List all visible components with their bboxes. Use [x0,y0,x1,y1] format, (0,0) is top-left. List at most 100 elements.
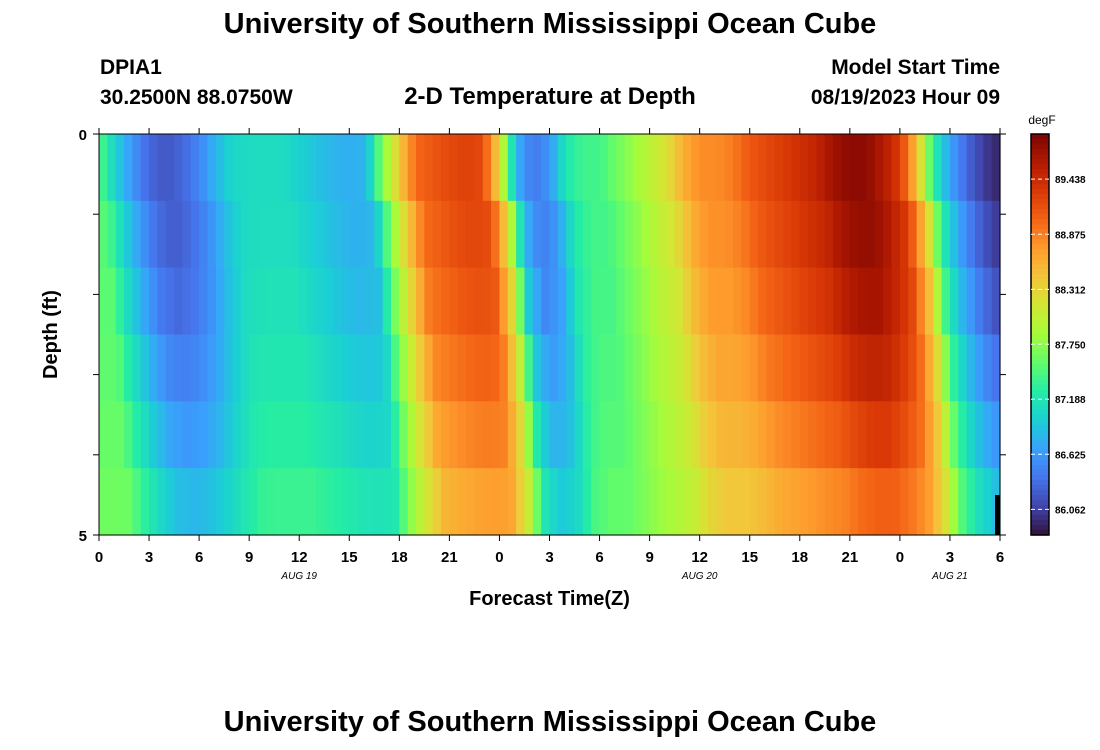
heatmap-cell [666,200,676,269]
heatmap-cell [908,267,918,336]
heatmap-cell [624,267,634,336]
heatmap-cell [299,401,309,469]
heatmap-cell [174,401,184,469]
heatmap-cell [232,267,242,336]
heatmap-cell [682,134,692,202]
heatmap-cell [891,401,901,469]
colorbar-segment [1031,324,1049,331]
heatmap-cell [249,134,259,202]
heatmap-cell [499,134,509,202]
heatmap-cell [357,334,367,402]
heatmap-cell [874,200,884,269]
heatmap-cell [390,267,400,336]
heatmap-cell [816,334,826,402]
heatmap-cell [424,468,434,536]
heatmap-cell [599,334,609,402]
heatmap-cell [132,401,142,469]
heatmap-cell [307,468,317,536]
heatmap-cell [532,200,542,269]
heatmap-cell [99,334,108,402]
heatmap-cell [991,401,1001,469]
heatmap-cell [99,134,108,202]
heatmap-cell [666,401,676,469]
heatmap-cell [249,468,259,536]
heatmap-cell [991,134,1001,202]
heatmap-cell [374,267,384,336]
heatmap-cell [240,468,250,536]
colorbar-segment [1031,349,1049,356]
heatmap-cell [174,134,184,202]
heatmap-cell [516,334,526,402]
x-tick-label: 12 [291,549,308,566]
heatmap-cell [532,401,542,469]
heatmap-cell [224,468,234,536]
heatmap-cell [841,334,851,402]
heatmap-cell [983,401,993,469]
colorbar-segment [1031,419,1049,426]
heatmap-cell [958,267,968,336]
heatmap-cell [340,334,350,402]
heatmap-cell [107,134,117,202]
x-tick-label: 18 [791,549,808,566]
heatmap-cell [582,134,592,202]
heatmap-cell [574,200,584,269]
colorbar-segment [1031,529,1049,536]
heatmap-cell [107,334,117,402]
heatmap-cell [883,267,893,336]
heatmap-cell [749,267,759,336]
heatmap-cell [632,200,642,269]
heatmap-cell [674,134,684,202]
heatmap-cell [182,267,192,336]
heatmap-cell [299,468,309,536]
heatmap-cell [841,267,851,336]
heatmap-cell [265,200,275,269]
heatmap-cell [240,334,250,402]
heatmap-cell [466,468,476,536]
heatmap-cell [924,200,934,269]
heatmap-cell [674,200,684,269]
heatmap-cell [157,401,167,469]
colorbar-segment [1031,394,1049,401]
heatmap-cell [783,267,793,336]
heatmap-cell [332,334,342,402]
heatmap-cell [632,401,642,469]
heatmap-cell [657,468,667,536]
heatmap-cell [207,468,217,536]
heatmap-cell [382,134,392,202]
colorbar-segment [1031,384,1049,391]
heatmap-cell [841,401,851,469]
heatmap-cell [891,468,901,536]
heatmap-cell [808,401,818,469]
heatmap-cell [824,334,834,402]
heatmap-cell [390,134,400,202]
heatmap-cell [849,401,859,469]
heatmap-cell [124,134,133,202]
colorbar-segment [1031,309,1049,316]
heatmap-cell [282,334,292,402]
heatmap-cell [282,200,292,269]
heatmap-cell [315,200,325,269]
heatmap-cell [365,334,375,402]
colorbar-segment [1031,219,1049,225]
heatmap-cell [616,401,626,469]
model-start-value: 08/19/2023 Hour 09 [810,86,1000,109]
heatmap-cell [941,200,951,269]
heatmap-cell [115,334,125,402]
heatmap-cell [532,267,542,336]
heatmap-cell [224,334,234,402]
heatmap-cell [265,401,275,469]
heatmap-cell [582,468,592,536]
heatmap-cell [758,401,767,469]
heatmap-cell [157,267,167,336]
x-date-label: AUG 21 [931,571,968,582]
heatmap-cell [949,468,959,536]
heatmap-cell [474,468,484,536]
heatmap-cell [332,401,342,469]
heatmap-cell [841,134,851,202]
heatmap-cell [866,200,876,269]
heatmap-cell [99,401,108,469]
heatmap-cell [390,200,400,269]
station-coordinates: 30.2500N 88.0750W [100,86,293,109]
heatmap-cell [532,468,542,536]
colorbar-frame [1030,133,1050,536]
